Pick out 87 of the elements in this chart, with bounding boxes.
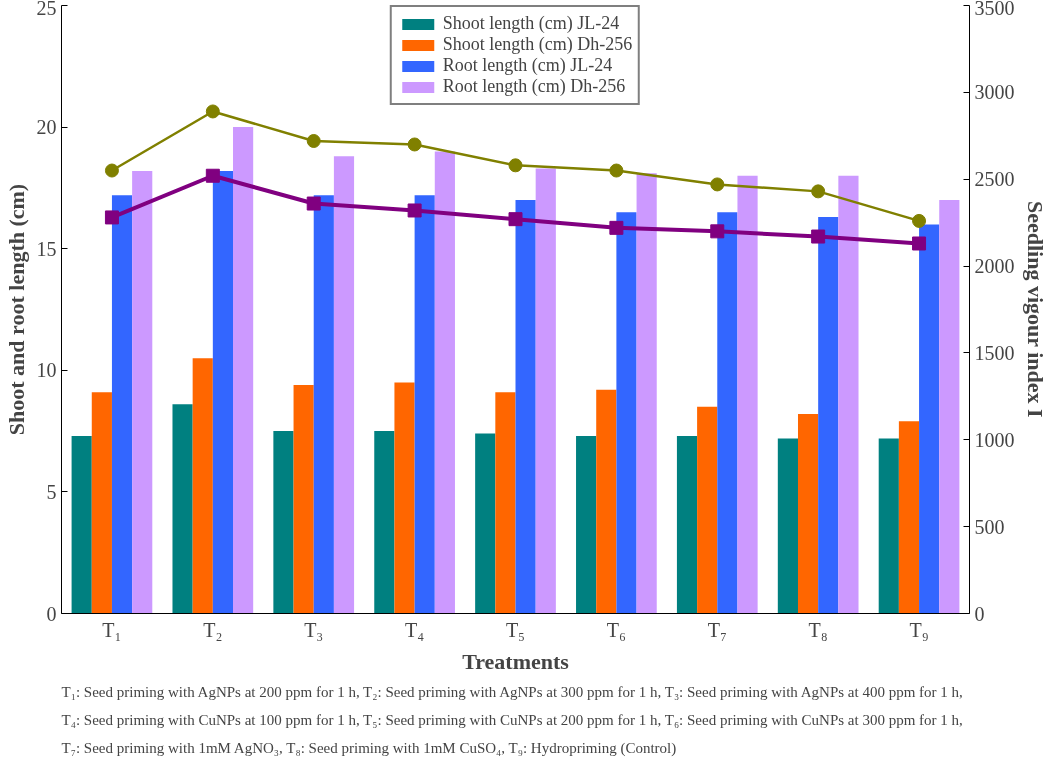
x-tick-label: T₈ — [808, 618, 828, 641]
bar — [717, 212, 738, 614]
legend-label: Shoot length (cm) Dh-256 — [442, 34, 633, 55]
point — [710, 224, 725, 239]
y-tick-label: 5 — [46, 480, 57, 503]
bar — [212, 170, 234, 614]
bar — [233, 127, 254, 614]
legend-label: Root length (cm) JL-24 — [442, 55, 613, 76]
bar — [394, 382, 415, 614]
y2-tick-label: 3500 — [974, 0, 1015, 19]
y-tick-label: 10 — [36, 359, 57, 382]
y-tick-label: 25 — [36, 0, 57, 19]
text: T₇: Seed priming with 1mM AgNO₃, T₈: Seed priming with 1mM CuSO₄, T₉: Hydropriming (Control) — [61, 739, 677, 757]
point — [407, 203, 422, 218]
bar — [293, 384, 314, 614]
point — [710, 177, 725, 192]
bar — [495, 392, 516, 614]
bar — [132, 170, 153, 614]
x-tick-label: T₉ — [909, 618, 929, 641]
x-axis-title: Treatments — [462, 648, 570, 674]
y-axis-title: Shoot and root length (cm) — [3, 183, 29, 436]
point — [306, 196, 321, 211]
point — [609, 220, 624, 235]
bar — [898, 421, 920, 614]
bar — [475, 433, 496, 614]
bar — [878, 438, 899, 614]
legend-label: Shoot length (cm) JL-24 — [442, 13, 620, 34]
bar — [939, 200, 960, 614]
y2-tick-label: 1500 — [974, 341, 1015, 364]
y2-tick-label: 2500 — [974, 168, 1015, 191]
y-tick-label: 20 — [36, 116, 57, 139]
x-tick-label: T₁ — [102, 618, 122, 641]
y2-tick-label: 500 — [974, 515, 1005, 538]
bar — [777, 438, 798, 614]
point — [508, 212, 523, 227]
point — [104, 210, 119, 225]
bar — [697, 406, 718, 614]
bar — [576, 435, 597, 614]
bar — [515, 200, 536, 614]
point — [407, 137, 422, 152]
y2-tick-label: 2000 — [974, 255, 1015, 278]
text: T₁: Seed priming with AgNPs at 200 ppm for 1 h, T₂: Seed priming with AgNPs at 300 ppm for 1 h, T₃: Seed priming with AgNPs at 400 ppm for 1 h, — [61, 683, 963, 700]
point — [306, 134, 321, 148]
x-tick-label: T₃ — [304, 618, 324, 641]
bar — [414, 195, 435, 614]
bar — [676, 435, 698, 614]
bar — [434, 151, 455, 614]
bar — [616, 212, 637, 614]
y-tick-label: 15 — [36, 237, 57, 260]
bar — [273, 431, 294, 614]
bar — [313, 195, 334, 614]
point — [205, 168, 220, 183]
x-tick-label: T₅ — [505, 618, 526, 641]
point — [104, 163, 119, 178]
y2-tick-label: 0 — [974, 602, 985, 625]
point — [811, 184, 826, 199]
y-tick-label: 0 — [46, 602, 57, 625]
bar — [333, 156, 355, 614]
bar — [192, 358, 213, 614]
bar — [737, 175, 758, 614]
point — [508, 158, 523, 173]
bar — [818, 217, 839, 614]
point — [205, 104, 220, 119]
x-tick-label: T₂ — [203, 618, 223, 641]
bar — [919, 224, 940, 614]
bar — [535, 168, 556, 614]
bar — [838, 175, 859, 614]
bar — [91, 392, 112, 614]
text: T₄: Seed priming with CuNPs at 100 ppm for 1 h, T₅: Seed priming with CuNPs at 200 ppm for 1 h, T₆: Seed priming with CuNPs at 300 ppm for 1 h, — [61, 711, 963, 728]
point — [609, 163, 624, 178]
point — [912, 213, 927, 228]
bar — [111, 195, 133, 614]
x-tick-label: T₆ — [606, 618, 627, 641]
y2-tick-label: 3000 — [974, 81, 1015, 104]
bar — [797, 414, 819, 614]
y2-tick-label: 1000 — [974, 428, 1015, 451]
point — [912, 236, 927, 251]
x-tick-label: T₄ — [405, 618, 425, 641]
bar — [172, 404, 193, 614]
bar — [636, 173, 657, 614]
y2-axis-title: Seedling vigour index I — [1022, 201, 1048, 418]
bar — [596, 389, 617, 614]
bar — [374, 431, 395, 614]
point — [811, 229, 826, 244]
bar — [71, 435, 92, 614]
x-tick-label: T₇ — [707, 618, 727, 641]
legend-label: Root length (cm) Dh-256 — [442, 76, 626, 97]
